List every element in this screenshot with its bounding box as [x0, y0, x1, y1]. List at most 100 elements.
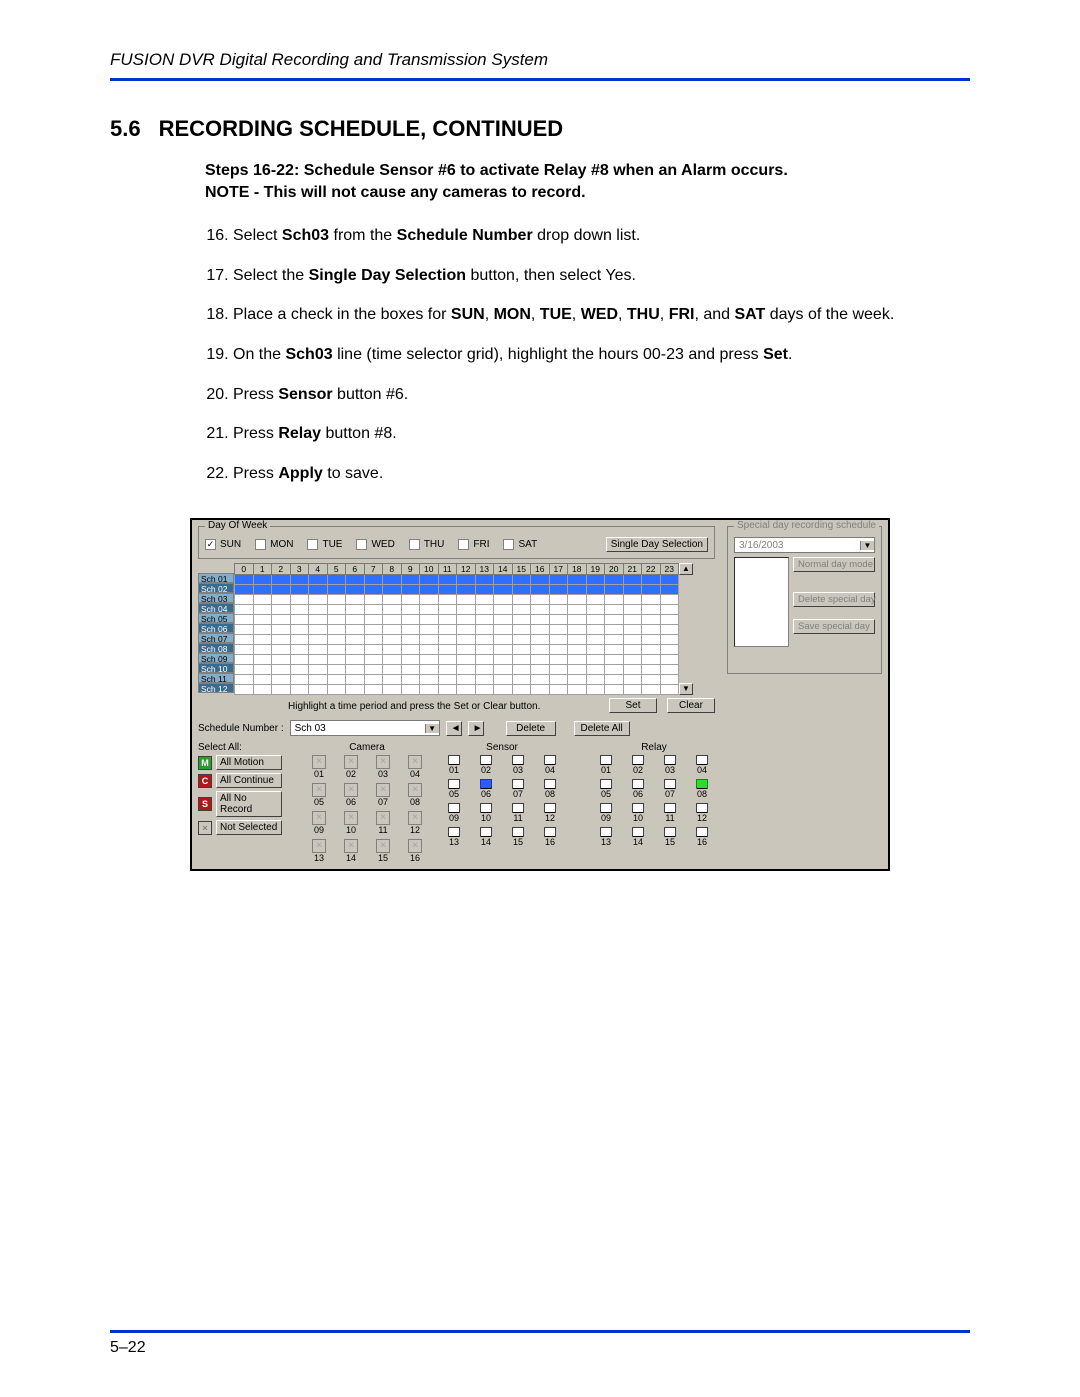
camera-button[interactable]: ×15: [370, 839, 396, 863]
sensor-button[interactable]: 04: [537, 755, 563, 775]
label-sat: SAT: [518, 539, 537, 550]
sensor-button[interactable]: 08: [537, 779, 563, 799]
relay-button[interactable]: 10: [625, 803, 651, 823]
dropdown-arrow-icon[interactable]: ▼: [425, 724, 439, 733]
label-sun: SUN: [220, 539, 241, 550]
label-thu: THU: [424, 539, 445, 550]
sensor-button[interactable]: 11: [505, 803, 531, 823]
schedule-row-label: Sch 02: [198, 583, 234, 593]
camera-button[interactable]: ×07: [370, 783, 396, 807]
checkbox-fri[interactable]: [458, 539, 469, 550]
relay-button[interactable]: 03: [657, 755, 683, 775]
camera-button[interactable]: ×09: [306, 811, 332, 835]
special-day-label: Special day recording schedule: [734, 520, 879, 531]
checkbox-thu[interactable]: [409, 539, 420, 550]
camera-button[interactable]: ×01: [306, 755, 332, 779]
checkbox-mon[interactable]: [255, 539, 266, 550]
delete-button[interactable]: Delete: [506, 721, 556, 736]
relay-button[interactable]: 07: [657, 779, 683, 799]
relay-button[interactable]: 12: [689, 803, 715, 823]
camera-button[interactable]: ×10: [338, 811, 364, 835]
sensor-button[interactable]: 16: [537, 827, 563, 847]
schedule-number-label: Schedule Number :: [198, 723, 284, 734]
checkbox-tue[interactable]: [307, 539, 318, 550]
relay-button[interactable]: 15: [657, 827, 683, 847]
step-20: Press Sensor button #6.: [233, 384, 970, 406]
header-rule: [110, 78, 970, 81]
sensor-button[interactable]: 10: [473, 803, 499, 823]
step-19: On the Sch03 line (time selector grid), …: [233, 344, 970, 366]
sensor-button[interactable]: 12: [537, 803, 563, 823]
next-schedule-button[interactable]: ►: [468, 721, 484, 736]
legend-motion-icon: M: [198, 756, 212, 770]
special-day-date: 3/16/2003: [735, 540, 860, 551]
relay-button[interactable]: 06: [625, 779, 651, 799]
sensor-button[interactable]: 01: [441, 755, 467, 775]
clear-button[interactable]: Clear: [667, 698, 715, 713]
relay-button[interactable]: 14: [625, 827, 651, 847]
relay-button[interactable]: 01: [593, 755, 619, 775]
delete-all-button[interactable]: Delete All: [574, 721, 630, 736]
dropdown-arrow-icon[interactable]: ▼: [860, 541, 874, 550]
sensor-button[interactable]: 14: [473, 827, 499, 847]
relay-button[interactable]: 13: [593, 827, 619, 847]
label-mon: MON: [270, 539, 293, 550]
camera-button[interactable]: ×02: [338, 755, 364, 779]
camera-button[interactable]: ×13: [306, 839, 332, 863]
camera-button[interactable]: ×14: [338, 839, 364, 863]
schedule-row-label: Sch 12: [198, 683, 234, 693]
schedule-row-label: Sch 08: [198, 643, 234, 653]
schedule-number-value: Sch 03: [291, 723, 425, 734]
relay-button[interactable]: 16: [689, 827, 715, 847]
checkbox-sun[interactable]: [205, 539, 216, 550]
special-day-listbox[interactable]: [734, 557, 789, 647]
prev-schedule-button[interactable]: ◄: [446, 721, 462, 736]
save-special-day-button[interactable]: Save special day: [793, 619, 875, 634]
special-day-date-dropdown[interactable]: 3/16/2003 ▼: [734, 537, 875, 553]
all-motion-button[interactable]: All Motion: [216, 755, 282, 770]
sensor-button[interactable]: 02: [473, 755, 499, 775]
step-16: Select Sch03 from the Schedule Number dr…: [233, 225, 970, 247]
checkbox-sat[interactable]: [503, 539, 514, 550]
grid-scroll-down[interactable]: ▼: [679, 683, 693, 695]
camera-button[interactable]: ×06: [338, 783, 364, 807]
all-continue-button[interactable]: All Continue: [216, 773, 282, 788]
camera-button[interactable]: ×16: [402, 839, 428, 863]
sensor-button[interactable]: 15: [505, 827, 531, 847]
relay-button[interactable]: 08: [689, 779, 715, 799]
section-number: 5.6: [110, 116, 141, 142]
schedule-number-dropdown[interactable]: Sch 03 ▼: [290, 720, 440, 736]
relay-button[interactable]: 11: [657, 803, 683, 823]
single-day-selection-button[interactable]: Single Day Selection: [606, 537, 708, 552]
camera-button[interactable]: ×11: [370, 811, 396, 835]
camera-button[interactable]: ×04: [402, 755, 428, 779]
relay-button[interactable]: 05: [593, 779, 619, 799]
steps-list: Select Sch03 from the Schedule Number dr…: [185, 225, 970, 484]
camera-button[interactable]: ×03: [370, 755, 396, 779]
sensor-label: Sensor: [441, 742, 563, 753]
camera-button[interactable]: ×08: [402, 783, 428, 807]
grid-scroll-up[interactable]: ▲: [679, 563, 693, 575]
schedule-ui-panel: Day Of Week SUN MON TUE WED THU FRI SAT …: [190, 518, 890, 871]
relay-button[interactable]: 02: [625, 755, 651, 775]
sensor-button[interactable]: 09: [441, 803, 467, 823]
checkbox-wed[interactable]: [356, 539, 367, 550]
relay-button[interactable]: 04: [689, 755, 715, 775]
sensor-button[interactable]: 06: [473, 779, 499, 799]
relay-button[interactable]: 09: [593, 803, 619, 823]
camera-button[interactable]: ×05: [306, 783, 332, 807]
sensor-button[interactable]: 13: [441, 827, 467, 847]
all-norecord-button[interactable]: All No Record: [216, 791, 282, 817]
sensor-button[interactable]: 03: [505, 755, 531, 775]
sensor-button[interactable]: 05: [441, 779, 467, 799]
delete-special-day-button[interactable]: Delete special day: [793, 592, 875, 607]
day-of-week-label: Day Of Week: [205, 520, 270, 531]
day-of-week-group: Day Of Week SUN MON TUE WED THU FRI SAT …: [198, 526, 715, 559]
set-button[interactable]: Set: [609, 698, 657, 713]
sensor-button[interactable]: 07: [505, 779, 531, 799]
normal-day-mode-button[interactable]: Normal day mode: [793, 557, 875, 572]
not-selected-button[interactable]: Not Selected: [216, 820, 282, 835]
camera-button[interactable]: ×12: [402, 811, 428, 835]
schedule-grid[interactable]: Sch 01Sch 02Sch 03Sch 04Sch 05Sch 06Sch …: [198, 563, 715, 695]
label-fri: FRI: [473, 539, 489, 550]
